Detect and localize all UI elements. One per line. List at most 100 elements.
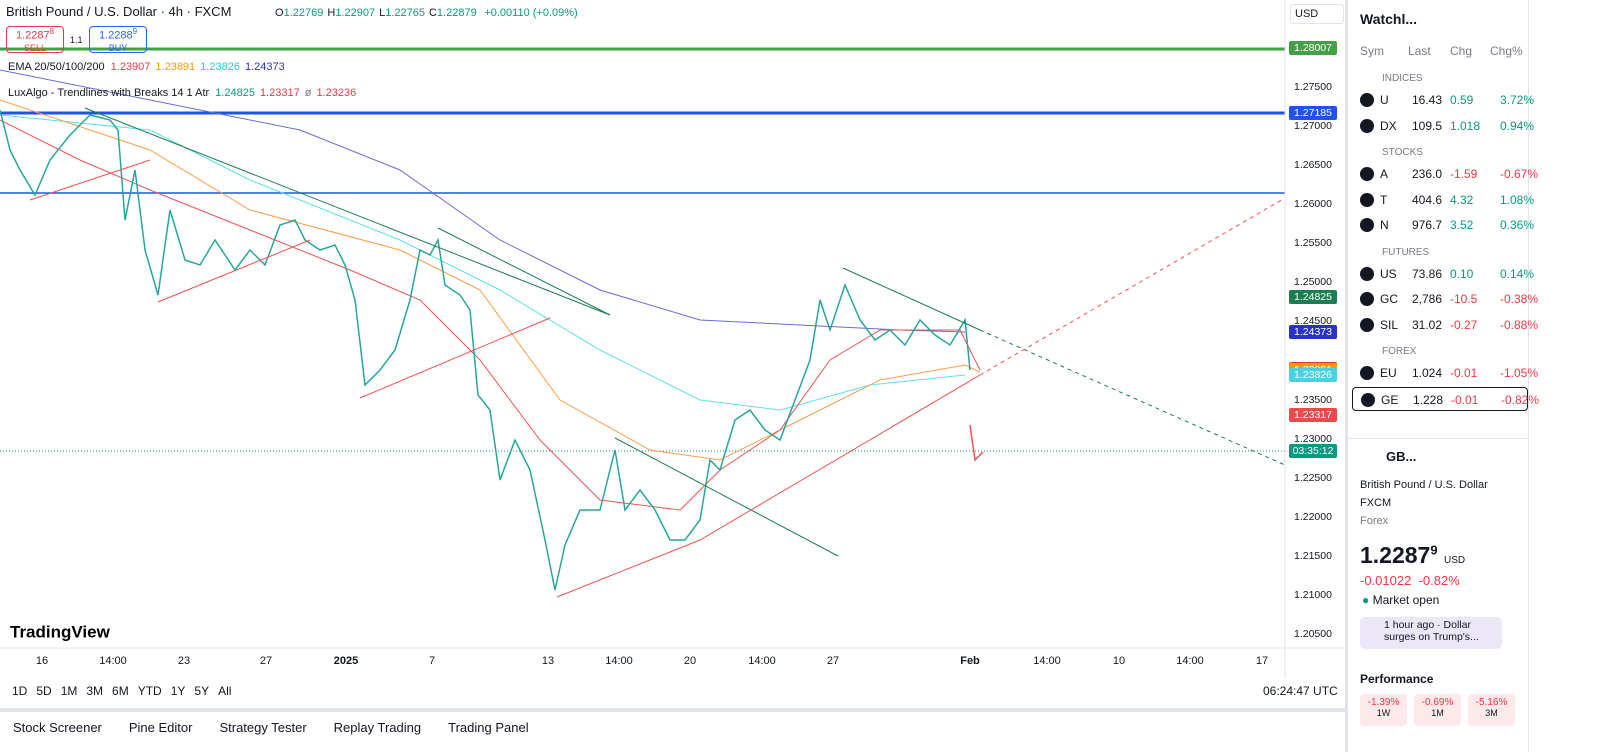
row-cell: DX	[1380, 118, 1397, 133]
watchlist-row[interactable]: A 236.0 -1.59 -0.67%	[1352, 162, 1538, 186]
range-button[interactable]: 1Y	[170, 684, 186, 698]
performance-value: -1.39%	[1367, 697, 1400, 708]
row-cell: GE	[1381, 392, 1399, 407]
row-cell: 3.72%	[1500, 93, 1535, 107]
ohlc-value: 1.22907	[335, 7, 376, 19]
watchlist-row[interactable]: N 976.7 3.52 0.36%	[1352, 213, 1534, 237]
row-cell: -0.38%	[1500, 292, 1539, 306]
price-tag: 1.28007	[1289, 41, 1337, 56]
header: British Pound / U.S. Dollar · 4h · FXCM …	[6, 4, 578, 19]
range-button[interactable]: YTD	[137, 684, 162, 698]
time-label: 10	[1112, 655, 1126, 667]
price-label: 1.27500	[1294, 81, 1332, 94]
price-label: 1.20500	[1294, 628, 1332, 640]
watchlist-row[interactable]: GC 2,786 -10.5 -0.38%	[1352, 287, 1538, 311]
time-label: Feb	[960, 655, 980, 667]
watchlist-row[interactable]: US 73.86 0.10 0.14%	[1352, 262, 1534, 286]
column-header: Chg%	[1490, 44, 1523, 58]
row-icon	[1360, 366, 1374, 380]
time-label: 14:00	[99, 655, 127, 667]
row-cell: T	[1380, 192, 1388, 207]
range-button[interactable]: 5D	[36, 684, 52, 698]
sidebar	[1528, 0, 1600, 752]
tab[interactable]: Replay Trading	[333, 720, 422, 735]
price-tag: 1.27185	[1289, 105, 1337, 120]
range-button[interactable]: 1M	[60, 684, 78, 698]
row-icon	[1360, 317, 1374, 332]
column-header: Last	[1408, 44, 1431, 58]
row-cell: 0.36%	[1500, 218, 1535, 232]
price-label: 1.21000	[1294, 588, 1332, 601]
watchlist-row[interactable]: EU 1.024 -0.01 -1.05%	[1352, 361, 1538, 385]
performance-title: Performance	[1360, 672, 1434, 686]
performance-value: -0.69%	[1421, 697, 1454, 708]
watchlist-row[interactable]: T 404.6 4.32 1.08%	[1352, 188, 1534, 212]
row-cell: 404.6	[1412, 192, 1443, 207]
ohlc-key: O	[275, 7, 284, 19]
indicator-value: 1.23236	[316, 87, 357, 99]
range-button[interactable]: 3M	[86, 684, 104, 698]
row-cell: -1.59	[1450, 167, 1478, 181]
row-icon	[1361, 392, 1375, 407]
range-button[interactable]: 5Y	[194, 684, 210, 698]
tab[interactable]: Stock Screener	[13, 720, 102, 735]
bottom-bar	[0, 708, 1345, 756]
row-cell: 16.43	[1412, 93, 1443, 107]
price-label: 1.24500	[1294, 315, 1332, 328]
watchlist-row[interactable]: DX 109.5 1.018 0.94%	[1352, 114, 1534, 138]
range-button[interactable]: 1D	[12, 684, 28, 698]
row-cell: U	[1380, 93, 1389, 107]
watchlist-row[interactable]: SIL 31.02 -0.27 -0.88%	[1352, 313, 1538, 337]
row-cell: -0.82%	[1501, 392, 1540, 407]
tab[interactable]: Pine Editor	[128, 720, 193, 735]
buy-button[interactable]: 1.22889 BUY	[89, 26, 147, 53]
indicator-value: 1.23826	[200, 61, 240, 73]
row-icon	[1360, 93, 1374, 107]
ohlc-value: 1.22879	[436, 7, 477, 19]
row-cell: 1.228	[1413, 392, 1444, 407]
time-label: 16	[35, 655, 49, 667]
indicator-value: 1.24373	[244, 61, 285, 73]
symbol-title: British Pound / U.S. Dollar · 4h · FXCM	[6, 4, 232, 19]
row-icon	[1360, 292, 1374, 306]
price-label: 1.26000	[1294, 198, 1332, 211]
row-cell: 31.02	[1412, 317, 1443, 332]
row-icon	[1360, 218, 1374, 232]
watchlist-row[interactable]: U 16.43 0.59 3.72%	[1352, 88, 1534, 112]
row-cell: 3.52	[1450, 218, 1474, 232]
details-price: 1.22879 USD	[1360, 542, 1465, 569]
sell-button[interactable]: 1.22878 SELL	[6, 26, 64, 53]
time-label: 7	[428, 655, 436, 667]
price-currency: USD	[1443, 555, 1466, 566]
time-label: 20	[683, 655, 697, 667]
row-cell: -0.01	[1451, 392, 1479, 407]
time-label: 13	[541, 655, 555, 667]
watchlist-row[interactable]: GE 1.228 -0.01 -0.82%	[1352, 386, 1539, 411]
logo: TradingView	[10, 622, 111, 641]
tab[interactable]: Strategy Tester	[219, 720, 307, 735]
countdown: 03:35:12	[1289, 444, 1337, 458]
watchlist-title[interactable]: Watchl...	[1360, 11, 1418, 27]
tab[interactable]: Trading Panel	[448, 720, 529, 735]
buy-label: BUY	[108, 42, 128, 53]
time-label: 27	[826, 655, 840, 667]
row-cell: A	[1380, 167, 1389, 181]
buy-price: 1.2288	[98, 29, 133, 42]
currency-select[interactable]: USD	[1290, 4, 1344, 24]
time-label: 23	[177, 655, 191, 667]
row-cell: EU	[1380, 366, 1397, 380]
tabs: Stock Screener Pine Editor Strategy Tester…	[13, 720, 556, 735]
row-cell: -0.27	[1450, 317, 1478, 332]
price-tag: 1.24825	[1289, 290, 1337, 305]
details-kind: Forex	[1360, 515, 1389, 527]
performance-period: 3M	[1485, 708, 1498, 718]
section-title: FOREX	[1382, 346, 1417, 357]
price-label: 1.25000	[1294, 276, 1332, 289]
range-button[interactable]: All	[218, 684, 232, 698]
news[interactable]: 1 hour ago · Dollar surges on Trump's...	[1360, 617, 1502, 649]
performance-cell: -5.16% 3M	[1468, 694, 1515, 726]
range-button[interactable]: 6M	[112, 684, 129, 698]
performance-period: 1W	[1376, 708, 1391, 718]
column-header: Chg	[1450, 44, 1473, 58]
row-cell: 1.024	[1412, 366, 1443, 380]
